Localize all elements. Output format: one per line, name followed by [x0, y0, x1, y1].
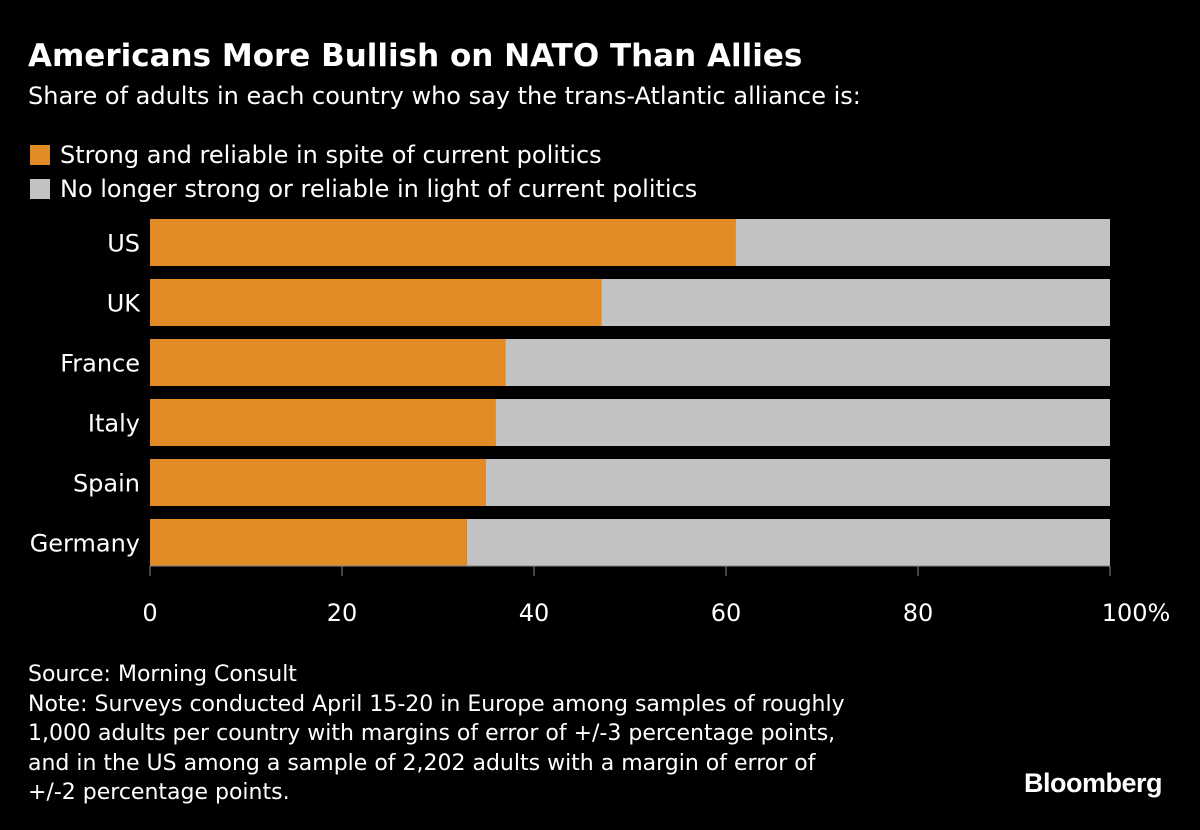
legend-label-strong: Strong and reliable in spite of current …	[60, 141, 602, 169]
legend: Strong and reliable in spite of current …	[30, 138, 697, 206]
category-label-uk: UK	[107, 290, 142, 318]
legend-label-not-strong: No longer strong or reliable in light of…	[60, 175, 698, 203]
bar-strong-us	[150, 219, 736, 266]
category-label-us: US	[107, 230, 140, 258]
bar-not-strong-france	[505, 339, 1110, 386]
x-tick-label-80: 80	[903, 599, 934, 627]
bar-not-strong-spain	[486, 459, 1110, 506]
x-tick-label-100: 100%	[1102, 599, 1171, 627]
x-tick-label-40: 40	[519, 599, 550, 627]
category-label-spain: Spain	[73, 470, 140, 498]
bloomberg-logo: Bloomberg	[1023, 768, 1163, 798]
legend-swatch-strong	[30, 145, 50, 165]
bar-strong-uk	[150, 279, 602, 326]
bar-not-strong-italy	[495, 399, 1111, 446]
bar-not-strong-us	[735, 219, 1110, 266]
bar-not-strong-germany	[466, 519, 1110, 566]
bar-not-strong-uk	[601, 279, 1110, 326]
category-label-italy: Italy	[88, 410, 140, 438]
legend-swatch-not-strong	[30, 179, 50, 199]
x-tick-label-20: 20	[327, 599, 358, 627]
note-line: Note: Surveys conducted April 15-20 in E…	[28, 691, 845, 717]
bar-strong-spain	[150, 459, 486, 506]
bar-strong-italy	[150, 399, 496, 446]
legend-item-not-strong: No longer strong or reliable in light of…	[30, 172, 697, 206]
note-line: 1,000 adults per country with margins of…	[28, 721, 836, 746]
chart-title: Americans More Bullish on NATO Than Alli…	[28, 38, 803, 74]
chart-subtitle: Share of adults in each country who say …	[28, 82, 861, 110]
legend-item-strong: Strong and reliable in spite of current …	[30, 138, 697, 172]
category-label-germany: Germany	[30, 530, 140, 558]
bar-strong-germany	[150, 519, 467, 566]
note-line: and in the US among a sample of 2,202 ad…	[28, 750, 816, 776]
source-line: Source: Morning Consult	[28, 662, 297, 687]
note-line: +/-2 percentage points.	[28, 780, 290, 805]
x-tick-label-0: 0	[142, 599, 157, 627]
category-label-france: France	[60, 350, 140, 378]
footer-notes: Source: Morning Consult Note: Surveys co…	[28, 660, 845, 808]
x-tick-label-60: 60	[711, 599, 742, 627]
bar-strong-france	[150, 339, 506, 386]
